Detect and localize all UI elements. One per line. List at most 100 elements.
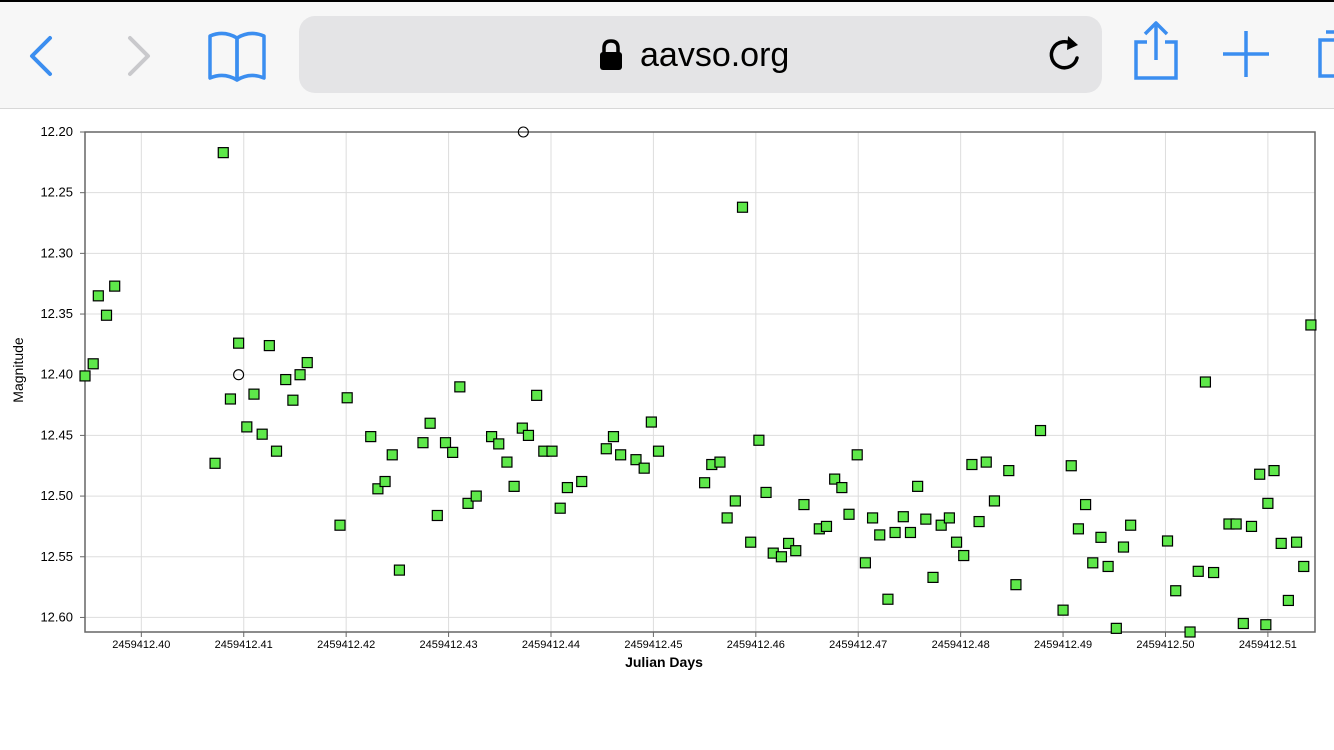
data-point bbox=[301, 356, 313, 369]
data-point bbox=[851, 449, 863, 461]
x-tick-label: 2459412.48 bbox=[932, 639, 990, 651]
y-tick-label: 12.55 bbox=[40, 549, 73, 564]
x-tick-label: 2459412.50 bbox=[1136, 639, 1194, 651]
y-axis-label: Magnitude bbox=[10, 337, 26, 403]
data-point bbox=[1282, 594, 1294, 607]
data-point bbox=[874, 529, 886, 541]
data-point bbox=[1184, 626, 1196, 638]
y-tick-label: 12.45 bbox=[40, 427, 73, 442]
forward-chevron-icon[interactable] bbox=[118, 34, 158, 78]
data-point bbox=[638, 462, 650, 474]
y-tick-label: 12.50 bbox=[40, 488, 73, 503]
data-point bbox=[217, 147, 229, 159]
data-point bbox=[224, 393, 237, 405]
data-point bbox=[92, 290, 104, 302]
bookmarks-book-icon[interactable] bbox=[206, 28, 268, 84]
data-point bbox=[699, 477, 711, 489]
data-point bbox=[859, 557, 871, 569]
x-tick-label: 2459412.42 bbox=[317, 639, 375, 651]
data-point bbox=[109, 280, 121, 292]
data-point bbox=[1245, 520, 1258, 533]
y-tick-label: 12.30 bbox=[40, 245, 73, 260]
data-point bbox=[1065, 460, 1077, 472]
data-point bbox=[439, 437, 452, 449]
data-point bbox=[334, 519, 346, 531]
data-point bbox=[516, 422, 528, 434]
data-point bbox=[270, 445, 283, 457]
data-point bbox=[943, 512, 955, 524]
data-point bbox=[1034, 424, 1047, 437]
data-point bbox=[721, 512, 733, 524]
x-tick-label: 2459412.41 bbox=[215, 639, 273, 651]
light-curve-chart: 2459412.40 2459412.41 2459412.42 2459412.43… bbox=[10, 124, 1317, 670]
data-point bbox=[1305, 319, 1317, 331]
data-point bbox=[1079, 498, 1092, 511]
data-point bbox=[386, 449, 398, 461]
address-host: aavso.org bbox=[640, 36, 790, 74]
data-point bbox=[1161, 535, 1174, 547]
x-tick-label: 2459412.45 bbox=[624, 639, 682, 651]
data-point bbox=[820, 520, 833, 533]
data-point bbox=[1087, 557, 1099, 569]
data-point bbox=[431, 509, 443, 522]
data-point bbox=[652, 445, 665, 457]
data-point bbox=[1003, 464, 1015, 477]
tabs-icon[interactable] bbox=[1314, 26, 1334, 80]
data-point bbox=[950, 536, 963, 548]
data-point bbox=[1262, 497, 1274, 509]
data-point bbox=[263, 339, 275, 352]
data-point bbox=[836, 481, 848, 494]
data-point-open-circle bbox=[517, 126, 529, 138]
data-point bbox=[630, 454, 642, 466]
chart-ticks: 2459412.40 2459412.41 2459412.42 2459412.43… bbox=[40, 124, 1296, 651]
data-point bbox=[485, 431, 498, 443]
data-point bbox=[522, 429, 535, 441]
data-point bbox=[760, 486, 772, 499]
data-point bbox=[1072, 523, 1085, 535]
share-icon[interactable] bbox=[1130, 20, 1184, 84]
data-point bbox=[920, 513, 932, 525]
data-point bbox=[1208, 566, 1220, 579]
data-point bbox=[927, 571, 939, 583]
data-point bbox=[904, 526, 917, 539]
back-chevron-icon[interactable] bbox=[22, 34, 62, 78]
data-point bbox=[1260, 619, 1272, 631]
x-tick-label: 2459412.44 bbox=[522, 639, 580, 651]
data-point bbox=[508, 480, 520, 492]
data-point bbox=[615, 449, 627, 461]
data-point bbox=[889, 526, 901, 539]
data-point bbox=[100, 309, 113, 321]
reload-icon[interactable] bbox=[1046, 34, 1086, 76]
plot-frame bbox=[84, 131, 1316, 633]
data-point bbox=[966, 458, 978, 471]
data-point bbox=[790, 545, 802, 557]
data-point bbox=[1298, 560, 1310, 573]
data-point bbox=[988, 495, 1001, 507]
data-point bbox=[843, 508, 855, 520]
data-point bbox=[372, 483, 384, 495]
address-bar[interactable] bbox=[299, 16, 1102, 93]
y-tick-label: 12.25 bbox=[40, 185, 73, 200]
data-point bbox=[546, 445, 558, 457]
y-tick-label: 12.40 bbox=[40, 367, 73, 382]
data-point bbox=[1254, 468, 1266, 480]
y-tick-label: 12.35 bbox=[40, 306, 73, 321]
chart-grid bbox=[85, 131, 1315, 632]
data-point bbox=[736, 201, 749, 213]
browser-toolbar: aavso.org bbox=[0, 0, 1334, 109]
new-tab-plus-icon[interactable] bbox=[1220, 28, 1272, 80]
y-tick-label: 12.60 bbox=[40, 609, 73, 624]
x-tick-label: 2459412.43 bbox=[420, 639, 478, 651]
data-point bbox=[341, 392, 353, 404]
data-point bbox=[1010, 579, 1022, 591]
chart-points bbox=[79, 126, 1317, 638]
data-point bbox=[1237, 617, 1249, 630]
data-point bbox=[501, 456, 513, 468]
x-tick-label: 2459412.46 bbox=[727, 639, 785, 651]
data-point bbox=[531, 389, 543, 401]
data-point bbox=[1230, 518, 1242, 530]
data-point bbox=[775, 551, 788, 563]
data-point bbox=[256, 428, 268, 440]
data-point bbox=[829, 473, 841, 485]
data-point bbox=[393, 564, 406, 576]
